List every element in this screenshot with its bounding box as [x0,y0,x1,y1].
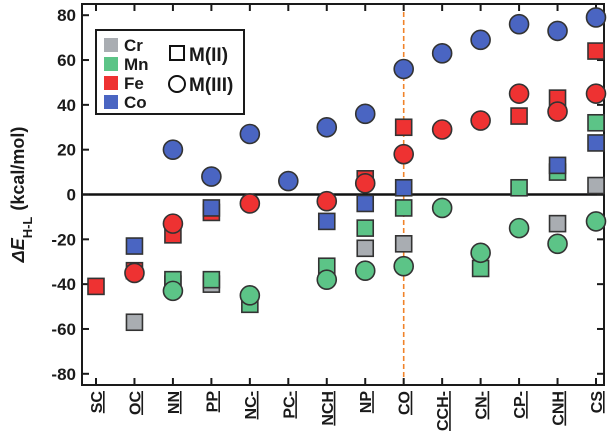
point-mn-miii [240,286,259,305]
y-tick-label: 40 [57,96,76,115]
y-tick-label: 0 [67,186,76,205]
point-co-mii [203,200,219,216]
x-tick-label: NP [358,391,375,414]
y-tick-label: -20 [51,230,76,249]
x-tick-label: CCH- [435,391,452,431]
x-tick-label: CNH [551,391,568,426]
point-fe-mii [588,43,604,59]
y-tick-label: -60 [51,320,76,339]
x-tick-label: PP [204,391,221,413]
x-tick-label: SC [89,391,106,414]
point-fe-miii [163,214,182,233]
point-co-miii [317,118,336,137]
point-co-miii [587,8,606,27]
point-mn-mii [396,200,412,216]
point-cr-mii [550,216,566,232]
point-fe-miii [587,84,606,103]
y-tick-label: -80 [51,365,76,384]
point-cr-mii [357,240,373,256]
point-mn-mii [203,272,219,288]
point-cr-mii [588,178,604,194]
point-co-mii [396,180,412,196]
y-axis-label-unit: (kcal/mol) [8,127,28,211]
legend-swatch-fe [104,76,118,90]
point-fe-miii [317,192,336,211]
point-mn-miii [510,219,529,238]
legend-label-miii: M(III) [189,75,233,96]
point-co-miii [279,172,298,191]
x-tick-label: NC- [243,391,260,419]
point-fe-mii [511,108,527,124]
point-co-miii [202,167,221,186]
point-co-miii [471,30,490,49]
x-tick-label: CP- [512,391,529,419]
legend-label-mn: Mn [124,55,149,74]
point-fe-miii [394,145,413,164]
legend-label-cr: Cr [124,36,143,55]
y-tick-label: -40 [51,275,76,294]
legend-swatch-cr [104,38,118,52]
x-tick-label: NCH [320,391,337,426]
point-mn-miii [394,257,413,276]
x-tick-label: OC [127,391,144,415]
point-co-miii [510,15,529,34]
point-fe-miii [240,194,259,213]
point-cr-mii [396,236,412,252]
point-mn-miii [471,243,490,262]
x-tick-label: CS [589,391,606,414]
point-co-miii [356,104,375,123]
point-mn-mii [511,180,527,196]
y-tick-label: 80 [57,6,76,25]
point-mn-miii [548,234,567,253]
point-co-mii [357,195,373,211]
point-fe-miii [125,263,144,282]
point-fe-miii [433,120,452,139]
x-tick-label: CO [397,391,414,415]
point-cr-mii [126,314,142,330]
x-tick-label: PC- [281,391,298,419]
point-co-mii [588,135,604,151]
legend-label-mii: M(II) [189,45,228,66]
legend-label-co: Co [124,93,147,112]
legend-swatch-mn [104,57,118,71]
legend-label-fe: Fe [124,74,144,93]
point-mn-miii [433,198,452,217]
y-axis-label-main: ΔE [8,237,28,263]
point-co-miii [548,21,567,40]
x-tick-label: NN [166,391,183,414]
point-fe-mii [88,278,104,294]
y-tick-label: 60 [57,51,76,70]
y-axis-label: ΔEH-L (kcal/mol) [8,127,35,264]
point-mn-mii [357,220,373,236]
x-tick-label: CN- [474,391,491,419]
point-co-mii [126,238,142,254]
point-co-miii [394,59,413,78]
point-co-mii [550,157,566,173]
point-fe-mii [396,119,412,135]
point-co-miii [163,140,182,159]
y-axis-label-sub: H-L [20,217,35,239]
point-mn-miii [163,281,182,300]
point-mn-mii [588,115,604,131]
point-mn-miii [587,212,606,231]
legend-swatch-co [104,95,118,109]
point-co-mii [319,213,335,229]
point-co-miii [433,44,452,63]
point-mn-miii [317,270,336,289]
point-mn-miii [356,261,375,280]
point-fe-miii [356,174,375,193]
legend-box [96,30,244,114]
point-fe-miii [548,102,567,121]
point-fe-miii [471,111,490,130]
y-tick-label: 20 [57,141,76,160]
point-fe-miii [510,84,529,103]
point-co-miii [240,124,259,143]
